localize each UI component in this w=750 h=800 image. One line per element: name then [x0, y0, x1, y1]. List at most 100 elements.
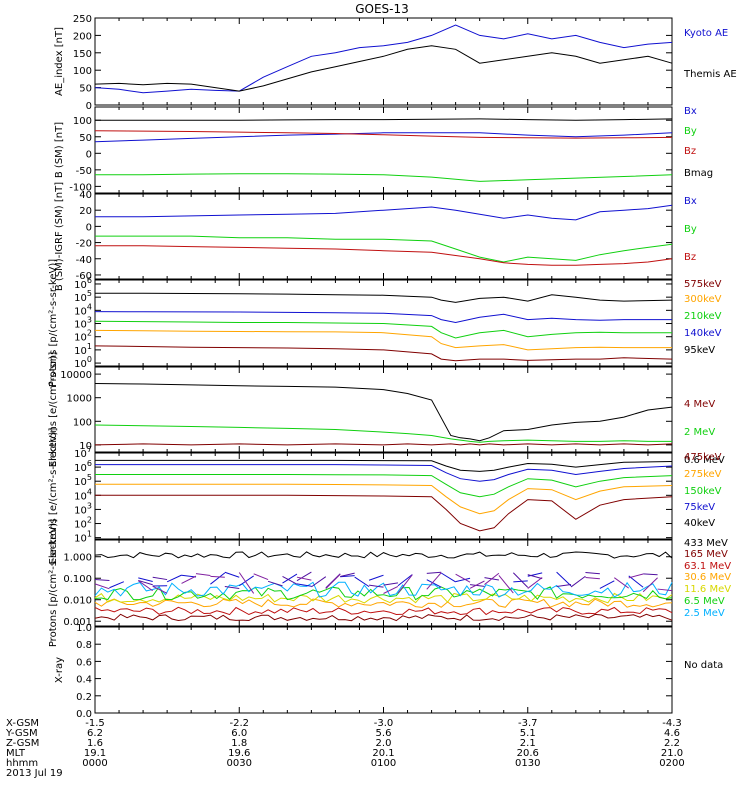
panel-frame — [94, 626, 673, 714]
y-axis-label: Electrons [e/(cm²-s-sr)] — [48, 352, 59, 468]
series-segment — [267, 580, 283, 587]
series-segment — [440, 572, 456, 583]
y-tick-label: 0.6 — [76, 657, 92, 668]
series-line — [94, 132, 673, 143]
series-line — [95, 474, 673, 498]
ephemeris-value: -1.5 — [85, 718, 105, 729]
ephemeris-value: 19.1 — [84, 748, 106, 759]
legend-label: 140keV — [684, 328, 722, 339]
series-segment — [383, 585, 399, 594]
ephemeris-value: 6.2 — [87, 728, 103, 739]
series-line — [95, 483, 673, 515]
series-segment — [296, 571, 312, 582]
y-tick-label: 0 — [86, 101, 92, 112]
series-segment — [455, 573, 471, 583]
series-segment — [397, 574, 413, 587]
series-segment — [137, 580, 153, 592]
ephemeris-value: 6.0 — [231, 728, 247, 739]
no-data-note: No data — [684, 660, 723, 671]
legend-label: Bx — [684, 106, 697, 117]
legend-label: 433 MeV — [684, 538, 728, 549]
series-segment — [527, 574, 543, 580]
series-segment — [426, 572, 442, 590]
series-line — [94, 581, 673, 598]
y-tick-label: 104 — [74, 302, 92, 317]
series-segment — [253, 573, 269, 581]
series-segment — [138, 579, 153, 586]
ephemeris-value: 0100 — [371, 758, 396, 769]
series-segment — [210, 575, 225, 578]
y-tick-label: 103 — [74, 316, 92, 331]
series-segment — [642, 577, 658, 593]
legend-label: By — [684, 126, 697, 137]
legend-label: Bmag — [684, 168, 713, 179]
series-line — [95, 235, 673, 263]
ephemeris-value: 20.1 — [372, 748, 394, 759]
y-tick-label: 100 — [73, 116, 92, 127]
legend-label: 575keV — [684, 279, 722, 290]
series-segment — [614, 577, 630, 589]
legend-label: 150keV — [684, 486, 722, 497]
ephemeris-value: 19.6 — [228, 748, 250, 759]
series-segment — [556, 583, 572, 588]
y-axis-label: B (SM) [nT] — [54, 122, 65, 178]
series-segment — [282, 576, 298, 585]
series-segment — [570, 575, 586, 588]
series-line — [95, 459, 673, 472]
y-tick-label: 102 — [74, 516, 92, 531]
series-line — [94, 383, 673, 442]
ephemeris-value: 5.1 — [520, 728, 536, 739]
series-line — [94, 45, 673, 92]
legend-label: 165 MeV — [684, 549, 728, 560]
series-segment — [585, 577, 600, 580]
y-axis-label: B (SM)-IGRF (SM) [nT] — [54, 182, 65, 291]
y-tick-label: 40 — [79, 190, 92, 201]
panel-8: 0.0 0.2 0.4 0.6 0.8 1.0 X-ray No data — [54, 623, 723, 720]
ephemeris-table: X-GSM -1.5 -2.2 -3.0 -3.7 -4.3 Y-GSM 6.2 6.0 5.6 5… — [5, 718, 685, 779]
y-tick-label: 0.4 — [76, 675, 92, 686]
series-segment — [383, 582, 398, 586]
ephemeris-row-label: Z-GSM — [6, 738, 39, 749]
y-tick-label: 20 — [79, 206, 92, 217]
series-line — [94, 24, 673, 94]
series-line — [95, 204, 673, 221]
y-tick-label: -20 — [76, 239, 92, 250]
series-segment — [354, 576, 370, 588]
legend-label: 4 MeV — [684, 399, 715, 410]
date-label: 2013 Jul 19 — [6, 768, 63, 779]
series-line — [94, 424, 672, 443]
y-tick-label: 104 — [74, 487, 92, 502]
series-segment — [368, 574, 384, 581]
y-tick-label: 105 — [74, 473, 92, 488]
series-segment — [340, 575, 355, 578]
series-segment — [599, 580, 615, 589]
series-segment — [311, 576, 327, 588]
y-tick-label: 101 — [74, 530, 92, 545]
y-tick-label: 50 — [79, 133, 92, 144]
y-tick-label: 50 — [79, 84, 92, 95]
ephemeris-value: 1.8 — [231, 738, 247, 749]
y-tick-label: 105 — [74, 289, 92, 304]
series-line — [94, 443, 673, 446]
legend-label: Bz — [684, 146, 696, 157]
y-tick-label: 107 — [74, 445, 92, 460]
y-tick-label: 250 — [73, 14, 92, 25]
series-segment — [166, 574, 182, 583]
y-tick-label: 150 — [73, 49, 92, 60]
y-tick-label: 0.0 — [76, 709, 92, 720]
y-axis-label: Protons [p/(cm²-s-sr-keV)] — [48, 519, 59, 647]
legend-label: 475keV — [684, 452, 722, 463]
ephemeris-row-label: hhmm — [6, 758, 38, 769]
ephemeris-value: -3.0 — [374, 718, 394, 729]
series-segment — [369, 584, 384, 588]
series-segment — [513, 580, 528, 583]
series-segment — [282, 573, 298, 584]
panel-frame — [94, 17, 673, 106]
y-tick-label: 1000 — [67, 394, 92, 405]
series-segment — [527, 572, 543, 577]
series-segment — [138, 577, 153, 583]
series-segment — [527, 577, 543, 589]
